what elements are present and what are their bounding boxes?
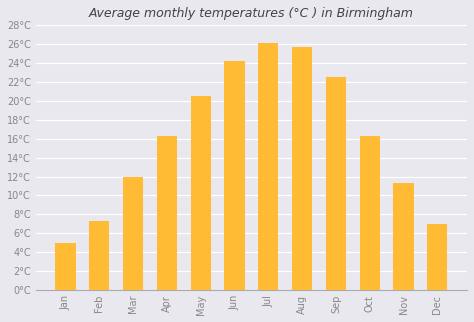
Bar bbox=[360, 136, 380, 290]
Bar bbox=[292, 47, 312, 290]
Bar bbox=[89, 221, 109, 290]
Bar bbox=[123, 176, 143, 290]
Bar bbox=[224, 61, 245, 290]
Bar bbox=[55, 243, 76, 290]
Bar bbox=[393, 183, 414, 290]
Title: Average monthly temperatures (°C ) in Birmingham: Average monthly temperatures (°C ) in Bi… bbox=[89, 7, 414, 20]
Bar bbox=[157, 136, 177, 290]
Bar bbox=[427, 224, 447, 290]
Bar bbox=[191, 96, 211, 290]
Bar bbox=[326, 77, 346, 290]
Bar bbox=[258, 43, 278, 290]
